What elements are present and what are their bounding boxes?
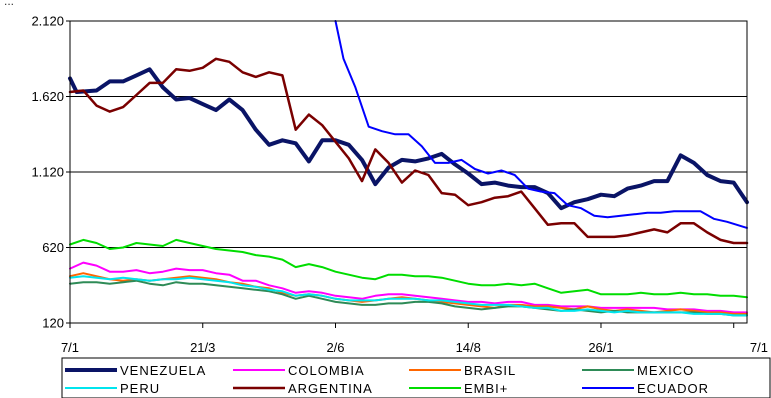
series-line-ecuador <box>334 20 748 229</box>
legend-label-ecuador: ECUADOR <box>637 381 709 396</box>
y-tick-label-4: 2.120 <box>31 14 64 29</box>
legend-label-argentina: ARGENTINA <box>288 381 373 396</box>
series-line-colombia <box>69 261 748 314</box>
x-tick-label-3: 14/8 <box>456 340 481 355</box>
legend-label-colombia: COLOMBIA <box>288 363 365 378</box>
legend-label-mexico: MEXICO <box>637 363 694 378</box>
top-left-cropped-text: ...​ <box>4 0 15 8</box>
legend-label-embi-: EMBI+ <box>464 381 508 396</box>
x-tick-label-1: 21/3 <box>190 340 215 355</box>
legend-label-peru: PERU <box>120 381 160 396</box>
axes: 120 620 1.120 1.620 2.120 7/1 21/3 2/6 14/8 26/1 7… <box>31 14 768 356</box>
legend-label-brasil: BRASIL <box>464 363 516 378</box>
y-tick-label-0: 120 <box>42 316 64 331</box>
series-line-venezuela <box>68 67 749 211</box>
x-tick-label-0: 7/1 <box>61 340 79 355</box>
series-line-argentina <box>68 57 749 245</box>
y-tick-label-2: 1.120 <box>31 165 64 180</box>
legend-box <box>61 357 771 398</box>
series-layer <box>68 20 749 317</box>
x-tick-label-2: 2/6 <box>326 340 344 355</box>
x-tick-label-5: 7/1 <box>750 340 768 355</box>
series-line-peru <box>69 275 748 317</box>
y-tick-label-3: 1.620 <box>31 89 64 104</box>
legend-label-venezuela: VENEZUELA <box>120 363 206 378</box>
x-tick-label-4: 26/1 <box>588 340 613 355</box>
series-line-embi- <box>69 238 748 299</box>
y-tick-label-1: 620 <box>42 240 64 255</box>
legend: VENEZUELA COLOMBIA BRASIL MEXICO PERU ARGENTI… <box>61 357 771 398</box>
